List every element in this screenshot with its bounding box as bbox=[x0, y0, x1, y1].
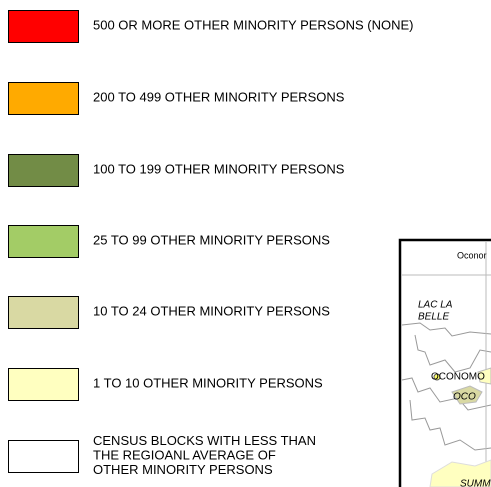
patch bbox=[429, 459, 491, 487]
legend-swatch bbox=[8, 440, 79, 473]
legend-label: THE REGIOANL AVERAGE OF bbox=[93, 447, 276, 462]
map-label: OCO bbox=[453, 392, 476, 403]
legend-swatch bbox=[8, 368, 79, 401]
map-label: Oconor bbox=[457, 250, 487, 260]
map-label: BELLE bbox=[418, 312, 449, 323]
map-frame bbox=[398, 238, 491, 487]
legend-label: 200 TO 499 OTHER MINORITY PERSONS bbox=[93, 89, 345, 104]
legend-label: 500 OR MORE OTHER MINORITY PERSONS (NONE… bbox=[93, 17, 413, 32]
map-label: OCONOMO bbox=[431, 372, 485, 383]
map-border bbox=[398, 238, 491, 487]
place-dot bbox=[433, 373, 441, 381]
boundary bbox=[414, 334, 491, 373]
legend-swatch bbox=[8, 82, 79, 115]
patch bbox=[477, 367, 491, 385]
legend-swatch bbox=[8, 296, 79, 329]
legend-label: 25 TO 99 OTHER MINORITY PERSONS bbox=[93, 232, 330, 247]
legend-swatch bbox=[8, 225, 79, 258]
legend-label: 10 TO 24 OTHER MINORITY PERSONS bbox=[93, 303, 330, 318]
boundary bbox=[401, 322, 491, 337]
legend-label: OTHER MINORITY PERSONS bbox=[93, 462, 273, 477]
boundary bbox=[401, 377, 491, 411]
map-label: LAC LA bbox=[418, 300, 453, 311]
map-label: SUMM bbox=[460, 479, 491, 487]
legend-label: 1 TO 10 OTHER MINORITY PERSONS bbox=[93, 375, 323, 390]
legend-label: 100 TO 199 OTHER MINORITY PERSONS bbox=[93, 161, 345, 176]
legend-label: CENSUS BLOCKS WITH LESS THAN bbox=[93, 433, 316, 448]
boundary bbox=[409, 399, 491, 451]
legend-swatch bbox=[8, 154, 79, 187]
patch bbox=[451, 385, 483, 405]
legend-swatch bbox=[8, 10, 79, 43]
